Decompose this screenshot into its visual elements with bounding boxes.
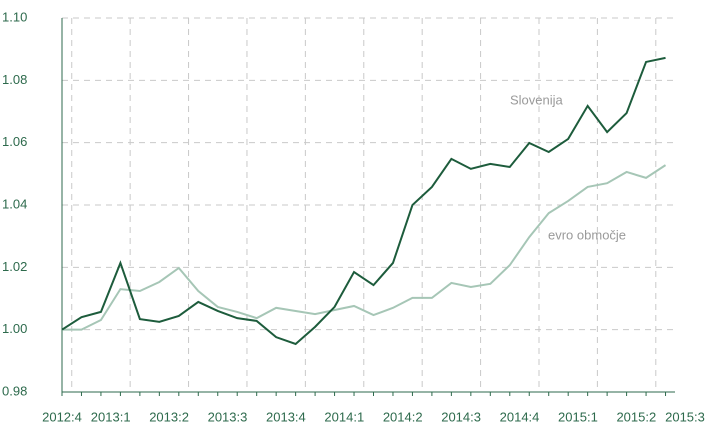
y-tick-label: 1.02 <box>2 259 27 274</box>
x-tick-label: 2014:4 <box>500 409 540 424</box>
series-line <box>62 164 667 331</box>
x-tick-label: 2014:3 <box>441 409 481 424</box>
y-tick-label: 1.08 <box>2 72 27 87</box>
y-tick-label: 1.06 <box>2 134 27 149</box>
x-tick-label: 2013:4 <box>266 409 306 424</box>
y-tick-label: 0.98 <box>2 383 27 398</box>
x-tick-label: 2014:1 <box>324 409 364 424</box>
x-tick-label: 2013:2 <box>149 409 189 424</box>
x-tick-label: 2015:3 <box>665 409 705 424</box>
x-tick-label: 2014:2 <box>383 409 423 424</box>
x-tick-label: 2015:1 <box>558 409 598 424</box>
x-tick-label: 2013:3 <box>208 409 248 424</box>
y-tick-label: 1.00 <box>2 321 27 336</box>
y-tick-label: 1.04 <box>2 196 27 211</box>
x-tick-label: 2013:1 <box>91 409 131 424</box>
y-tick-label: 1.10 <box>2 9 27 24</box>
x-tick-label: 2012:4 <box>42 409 82 424</box>
x-tick-label: 2015:2 <box>616 409 656 424</box>
series-line <box>61 56 666 346</box>
series-label: Slovenija <box>510 92 564 107</box>
series-label: evro območje <box>548 227 626 242</box>
